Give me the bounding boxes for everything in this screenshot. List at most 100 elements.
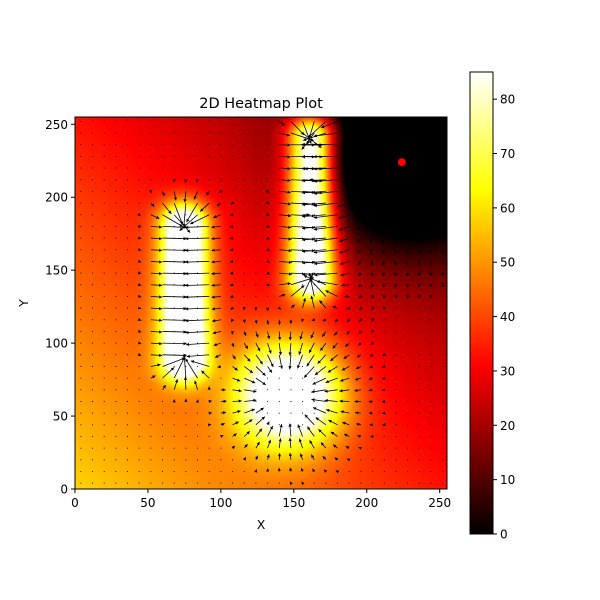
- quiver-arrow: [179, 214, 198, 232]
- quiver-arrow: [126, 214, 129, 216]
- quiver-arrow: [173, 379, 179, 390]
- quiver-arrow: [232, 433, 237, 437]
- quiver-arrow: [137, 236, 142, 240]
- quiver-arrow: [395, 447, 397, 449]
- quiver-arrow: [301, 179, 326, 183]
- quiver-arrow: [205, 191, 210, 196]
- quiver-arrow: [126, 482, 129, 484]
- quiver-arrow: [442, 330, 444, 332]
- quiver-arrow: [196, 144, 199, 146]
- quiver-arrow: [138, 155, 140, 157]
- quiver-arrow: [196, 470, 199, 473]
- quiver-arrow: [150, 132, 152, 134]
- quiver-arrow: [150, 167, 152, 169]
- quiver-arrow: [302, 260, 304, 262]
- quiver-arrow: [138, 377, 140, 379]
- quiver-arrow: [220, 377, 222, 379]
- quiver-arrow: [407, 330, 409, 332]
- quiver-arrow: [381, 376, 386, 380]
- quiver-arrow: [103, 307, 105, 309]
- quiver-arrow: [162, 202, 172, 215]
- quiver-arrow: [220, 399, 227, 403]
- quiver-arrow: [212, 319, 221, 323]
- quiver-arrow: [126, 132, 129, 134]
- quiver-arrow: [307, 426, 315, 437]
- quiver-arrow: [383, 459, 385, 461]
- quiver-arrow: [267, 155, 269, 157]
- quiver-arrow: [417, 283, 421, 288]
- quiver-arrow: [137, 224, 142, 228]
- quiver-arrow: [126, 319, 129, 321]
- quiver-arrow: [80, 272, 82, 274]
- quiver-arrow: [430, 424, 432, 426]
- quiver-arrow: [243, 272, 245, 274]
- quiver-arrow: [313, 482, 315, 484]
- quiver-arrow: [196, 167, 199, 169]
- quiver-arrow: [332, 305, 338, 309]
- quiver-arrow: [173, 412, 175, 414]
- quiver-arrow: [126, 354, 129, 356]
- quiver-arrow: [80, 342, 82, 344]
- quiver-arrow: [359, 306, 363, 310]
- quiver-arrow: [220, 167, 222, 169]
- quiver-arrow: [382, 237, 386, 244]
- quiver-arrow: [407, 424, 409, 426]
- quiver-arrow: [185, 459, 187, 461]
- quiver-arrow: [442, 482, 444, 484]
- quiver-arrow: [150, 260, 163, 264]
- quiver-arrow: [395, 319, 397, 321]
- quiver-arrow: [173, 260, 175, 262]
- quiver-arrow: [150, 353, 163, 357]
- quiver-arrow: [342, 421, 350, 426]
- quiver-arrow: [150, 459, 152, 461]
- plot-frame: [74, 116, 448, 490]
- quiver-arrow: [358, 294, 363, 299]
- colorbar-ticks: 0 10 20 30 40 50 60 70 80: [493, 93, 515, 542]
- quiver-arrow: [115, 342, 117, 344]
- quiver-arrow: [279, 167, 291, 171]
- quiver-arrow: [277, 453, 282, 460]
- quiver-arrow: [442, 120, 444, 122]
- quiver-arrow: [115, 272, 117, 274]
- quiver-arrow: [372, 167, 374, 169]
- quiver-arrow: [182, 203, 187, 228]
- quiver-arrow: [254, 469, 258, 473]
- quiver-arrow: [383, 144, 385, 146]
- quiver-arrow: [370, 261, 374, 266]
- quiver-arrow: [266, 454, 270, 460]
- quiver-arrow: [313, 284, 315, 286]
- quiver-arrow: [302, 284, 304, 286]
- quiver-arrow: [337, 202, 350, 208]
- quiver-arrow: [307, 121, 327, 138]
- quiver-arrow: [368, 388, 373, 392]
- quiver-arrow: [314, 272, 338, 277]
- quiver-arrow: [80, 249, 82, 251]
- quiver-arrow: [91, 412, 94, 414]
- quiver-arrow: [150, 375, 156, 379]
- quiver-arrow: [278, 438, 282, 449]
- quiver-arrow: [126, 377, 129, 379]
- quiver-arrow: [80, 354, 82, 356]
- quiver-arrow: [220, 132, 222, 134]
- quiver-arrow: [173, 447, 175, 449]
- colorbar-tick-label: 50: [500, 256, 515, 270]
- quiver-arrow: [173, 307, 175, 309]
- quiver-arrow: [278, 412, 280, 414]
- quiver-arrow: [442, 155, 444, 157]
- quiver-arrow: [383, 330, 385, 332]
- quiver-arrow: [407, 155, 409, 157]
- quiver-arrow: [357, 342, 362, 346]
- quiver-arrow: [370, 434, 374, 439]
- quiver-arrow: [80, 202, 82, 204]
- quiver-arrow: [348, 190, 350, 192]
- quiver-arrow: [346, 318, 351, 323]
- quiver-arrow: [115, 120, 117, 122]
- quiver-arrow: [370, 329, 375, 334]
- quiver-arrow: [340, 377, 350, 382]
- quiver-arrow: [173, 482, 175, 484]
- quiver-arrow: [297, 424, 303, 437]
- quiver-arrow: [173, 459, 175, 461]
- quiver-arrow: [395, 144, 397, 146]
- chart-title: 2D Heatmap Plot: [199, 96, 323, 112]
- quiver-arrow: [298, 343, 303, 355]
